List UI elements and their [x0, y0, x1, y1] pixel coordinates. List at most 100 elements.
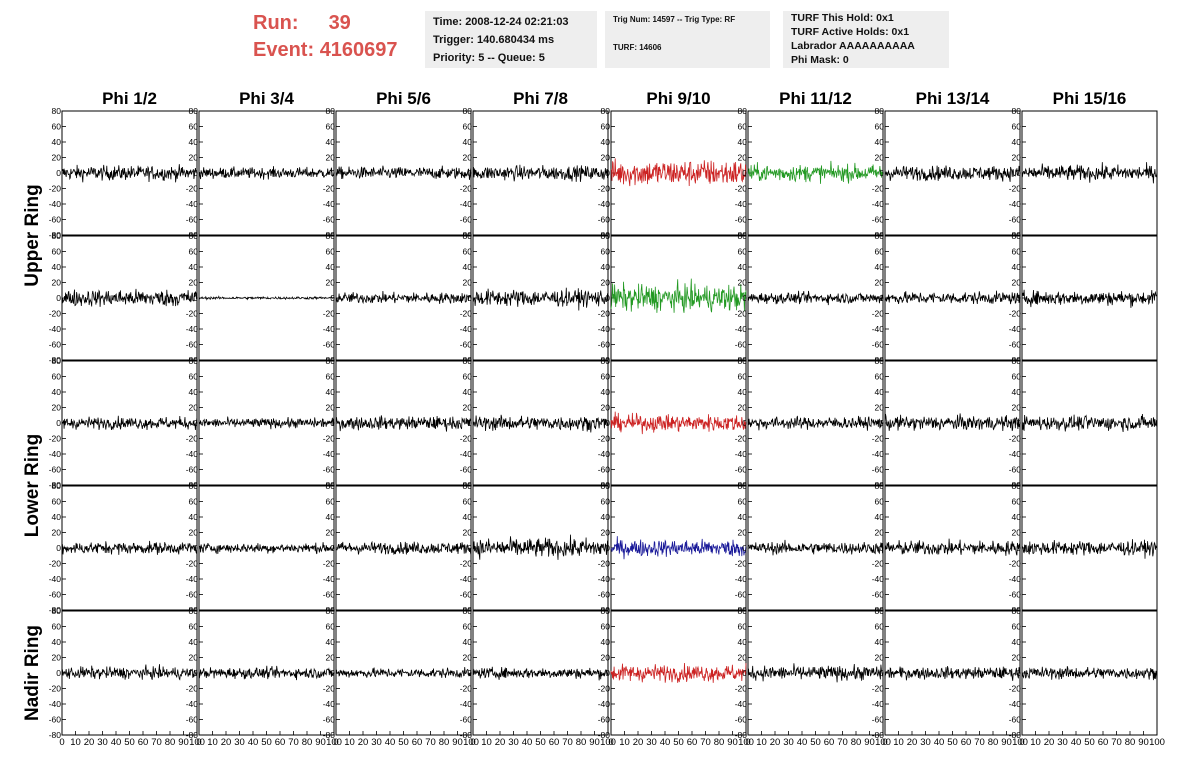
x-tick-label: 70: [425, 737, 436, 748]
x-tick-label: 30: [783, 737, 794, 748]
y-tick-label: -60: [460, 340, 473, 350]
y-tick-label: 80: [601, 356, 611, 366]
ring-label: Upper Ring: [22, 184, 43, 286]
x-tick-label: 80: [302, 737, 313, 748]
y-tick-label: -40: [735, 324, 748, 334]
column-title: Phi 7/8: [513, 89, 568, 108]
y-tick-label: -80: [186, 730, 199, 740]
y-tick-label: -40: [323, 699, 336, 709]
y-tick-label: 0: [467, 543, 472, 553]
x-tick-label: 20: [221, 737, 232, 748]
y-tick-label: 20: [463, 403, 473, 413]
y-tick-label: 60: [738, 372, 748, 382]
y-tick-label: 40: [463, 637, 473, 647]
y-tick-label: 80: [601, 481, 611, 491]
y-tick-label: -40: [186, 199, 199, 209]
y-tick-label: 60: [601, 122, 611, 132]
y-tick-label: 0: [193, 418, 198, 428]
y-tick-label: -60: [598, 715, 611, 725]
y-tick-label: -60: [460, 215, 473, 225]
y-tick-label: -40: [735, 199, 748, 209]
run-line: Run: 39: [253, 10, 423, 37]
y-tick-label: -80: [460, 230, 473, 240]
y-tick-label: -20: [186, 559, 199, 569]
waveform-trace: [61, 288, 198, 307]
y-tick-label: 40: [738, 387, 748, 397]
x-tick-label: 10: [481, 737, 492, 748]
y-tick-label: 20: [738, 653, 748, 663]
y-tick-label: -80: [323, 355, 336, 365]
y-tick-label: -20: [598, 559, 611, 569]
y-tick-label: 20: [326, 528, 336, 538]
waveform-trace: [472, 287, 609, 311]
y-tick-label: 60: [875, 122, 885, 132]
y-tick-label: 60: [326, 497, 336, 507]
y-tick-label: 0: [330, 668, 335, 678]
x-tick-label: 70: [1111, 737, 1122, 748]
x-tick-label: 40: [248, 737, 259, 748]
x-tick-label: 80: [165, 737, 176, 748]
y-tick-label: -80: [460, 730, 473, 740]
y-tick-label: -80: [1009, 355, 1022, 365]
y-tick-label: 40: [52, 637, 62, 647]
y-tick-label: -40: [323, 574, 336, 584]
y-tick-label: -60: [872, 340, 885, 350]
y-tick-label: -20: [872, 559, 885, 569]
y-tick-label: 80: [52, 106, 62, 116]
y-tick-label: -20: [735, 434, 748, 444]
y-tick-label: 40: [601, 512, 611, 522]
y-tick-label: -20: [49, 309, 62, 319]
y-tick-label: -60: [323, 340, 336, 350]
y-tick-label: -40: [460, 324, 473, 334]
y-tick-label: -20: [323, 309, 336, 319]
event-label: Event:: [253, 39, 315, 61]
y-tick-label: 40: [875, 637, 885, 647]
y-tick-label: -80: [735, 730, 748, 740]
y-tick-label: 20: [601, 278, 611, 288]
y-tick-label: -40: [186, 324, 199, 334]
y-tick-label: 60: [463, 622, 473, 632]
y-tick-label: 20: [738, 403, 748, 413]
y-tick-label: -60: [1009, 590, 1022, 600]
y-tick-label: 0: [467, 668, 472, 678]
x-tick-label: 40: [660, 737, 671, 748]
y-tick-label: 0: [1016, 543, 1021, 553]
y-tick-label: 40: [875, 512, 885, 522]
y-tick-label: -80: [598, 605, 611, 615]
waveform-trace: [747, 663, 884, 683]
y-tick-label: 20: [738, 528, 748, 538]
y-tick-label: 80: [1012, 606, 1022, 616]
y-tick-label: 80: [52, 231, 62, 241]
y-tick-label: -80: [186, 230, 199, 240]
y-tick-label: -80: [460, 605, 473, 615]
y-tick-label: -80: [323, 480, 336, 490]
y-tick-label: -60: [186, 340, 199, 350]
y-tick-label: 40: [189, 387, 199, 397]
y-tick-label: 20: [463, 653, 473, 663]
x-tick-label: 90: [1138, 737, 1149, 748]
y-tick-label: -40: [460, 699, 473, 709]
y-tick-label: 0: [467, 168, 472, 178]
y-tick-label: 60: [326, 622, 336, 632]
y-tick-label: -40: [735, 574, 748, 584]
y-tick-label: 20: [1012, 528, 1022, 538]
y-tick-label: 60: [601, 247, 611, 257]
y-tick-label: -60: [323, 715, 336, 725]
x-tick-label: 100: [875, 737, 891, 748]
y-tick-label: -20: [460, 309, 473, 319]
waveform-trace: [610, 662, 747, 683]
y-tick-label: -40: [49, 449, 62, 459]
y-tick-label: -20: [1009, 434, 1022, 444]
x-tick-label: 0: [1019, 737, 1024, 748]
y-tick-label: 60: [875, 247, 885, 257]
y-tick-label: 60: [52, 247, 62, 257]
y-tick-label: -40: [1009, 199, 1022, 209]
y-tick-label: -60: [323, 465, 336, 475]
x-tick-label: 60: [275, 737, 286, 748]
y-tick-label: -80: [735, 480, 748, 490]
y-tick-label: -40: [1009, 324, 1022, 334]
y-tick-label: 0: [1016, 168, 1021, 178]
x-tick-label: 100: [738, 737, 754, 748]
y-tick-label: 40: [52, 137, 62, 147]
y-tick-label: -80: [323, 730, 336, 740]
